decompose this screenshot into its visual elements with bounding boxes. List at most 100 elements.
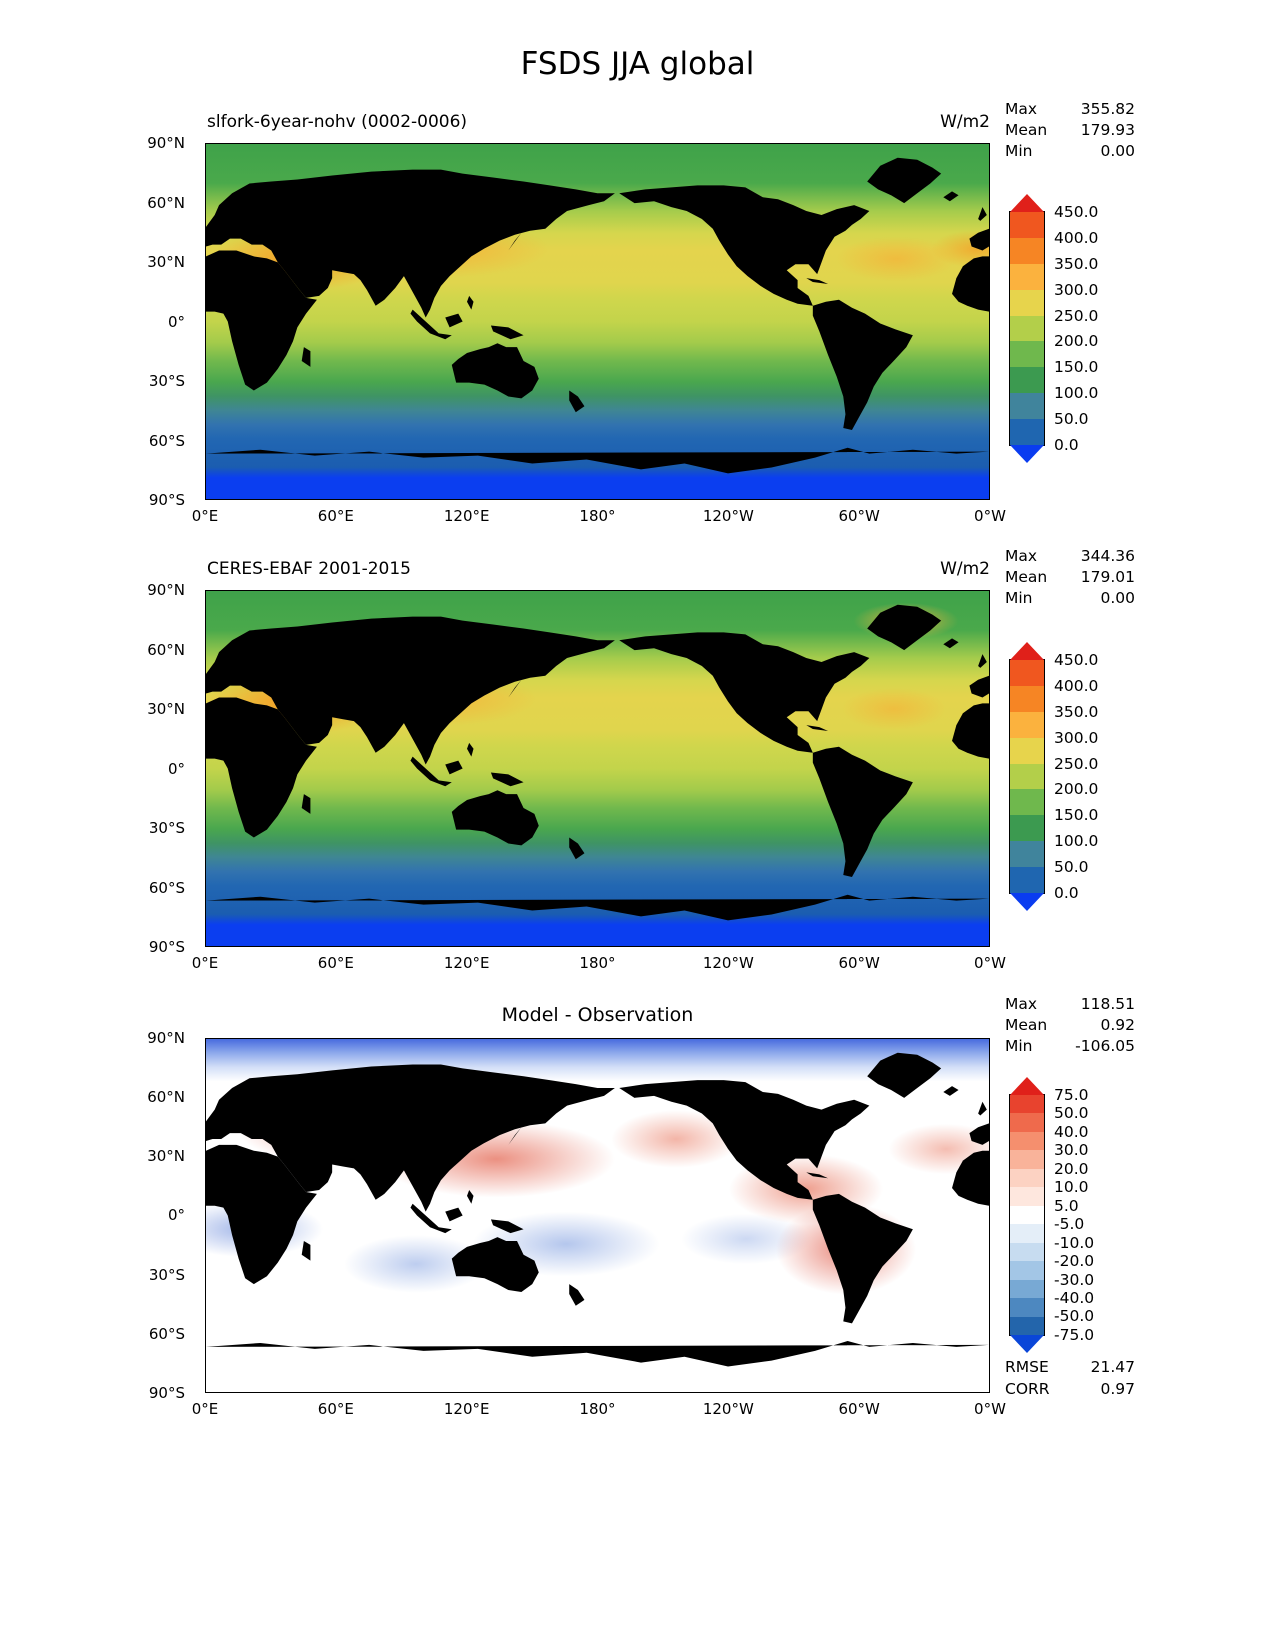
stat-label: Min	[1005, 142, 1033, 160]
colorbar-segment	[1010, 1279, 1044, 1299]
stat-label: Mean	[1005, 568, 1048, 586]
panel-model-title: slfork-6year-nohv (0002-0006)	[207, 112, 468, 132]
colorbar-segment	[1010, 212, 1044, 238]
panel-model-stats: Max 355.82 Mean 179.93 Min 0.00	[1005, 99, 1135, 162]
coastlines	[206, 604, 989, 921]
stat-value: 355.82	[1080, 100, 1135, 118]
panel-model-colorbar-labels: 450.0 400.0 350.0 300.0 250.0 200.0 150.0 100.0…	[1054, 203, 1099, 454]
panel-difference-title: Model - Observation	[501, 1004, 694, 1026]
figure-title: FSDS JJA global	[520, 46, 755, 82]
colorbar-segment	[1010, 660, 1044, 686]
colorbar-segment	[1010, 867, 1044, 894]
colorbar-body	[1009, 211, 1045, 446]
coastlines	[206, 1052, 989, 1367]
stat-value: 118.51	[1080, 995, 1135, 1013]
stat-value: 0.92	[1100, 1016, 1135, 1034]
colorbar-segment	[1010, 1095, 1044, 1114]
stat-label: Min	[1005, 1037, 1033, 1055]
colorbar-arrow-top	[1010, 642, 1044, 660]
stat-row: Min -106.05	[1005, 1036, 1135, 1057]
colorbar-body	[1009, 1094, 1045, 1336]
stat-row: RMSE 21.47	[1005, 1356, 1135, 1378]
panel-difference-colorbar-labels: 75.0 50.0 40.0 30.0 20.0 10.0 5.0 -5.0 -10.0 -20.…	[1054, 1086, 1095, 1344]
stat-value: 0.97	[1100, 1380, 1135, 1398]
colorbar-arrow-bottom	[1010, 893, 1044, 911]
colorbar-arrow-bottom	[1010, 445, 1044, 463]
colorbar-segment	[1010, 1298, 1044, 1317]
stat-value: 0.00	[1100, 589, 1135, 607]
stat-label: Max	[1005, 547, 1038, 565]
panel-observation-colorbar-labels: 450.0 400.0 350.0 300.0 250.0 200.0 150.0 100.0…	[1054, 651, 1099, 902]
stat-row: Mean 179.01	[1005, 567, 1135, 588]
colorbar-segment	[1010, 763, 1044, 790]
panel-observation-colorbar	[1009, 642, 1045, 911]
stat-row: Min 0.00	[1005, 588, 1135, 609]
stat-label: Mean	[1005, 121, 1048, 139]
colorbar-body	[1009, 659, 1045, 894]
stat-label: Max	[1005, 100, 1038, 118]
colorbar-segment	[1010, 1131, 1044, 1151]
colorbar-segment	[1010, 1113, 1044, 1132]
panel-model-y-axis: 90°N 60°N 30°N 0° 30°S 60°S 90°S	[147, 134, 185, 509]
colorbar-segment	[1010, 1187, 1044, 1206]
panel-difference-colorbar	[1009, 1077, 1045, 1353]
stat-row: Min 0.00	[1005, 141, 1135, 162]
colorbar-segment	[1010, 1205, 1044, 1225]
map-model	[205, 143, 990, 500]
colorbar-segment	[1010, 237, 1044, 264]
stat-label: Mean	[1005, 1016, 1048, 1034]
map-difference	[205, 1038, 990, 1393]
colorbar-segment	[1010, 393, 1044, 420]
stat-row: Max 355.82	[1005, 99, 1135, 120]
panel-difference-y-axis: 90°N 60°N 30°N 0° 30°S 60°S 90°S	[147, 1029, 185, 1402]
colorbar-segment	[1010, 263, 1044, 290]
stat-value: 179.01	[1080, 568, 1135, 586]
colorbar-segment	[1010, 367, 1044, 394]
panel-observation-title: CERES-EBAF 2001-2015	[207, 559, 411, 579]
colorbar-segment	[1010, 419, 1044, 446]
stat-row: Max 118.51	[1005, 994, 1135, 1015]
colorbar-segment	[1010, 841, 1044, 868]
colorbar-arrow-bottom	[1010, 1335, 1044, 1353]
colorbar-segment	[1010, 1261, 1044, 1280]
panel-observation-x-axis: 0°E 60°E 120°E 180° 120°W 60°W 0°W	[191, 954, 1006, 972]
colorbar-segment	[1010, 315, 1044, 342]
map-observation	[205, 590, 990, 947]
colorbar-segment	[1010, 737, 1044, 764]
stat-value: 0.00	[1100, 142, 1135, 160]
colorbar-segment	[1010, 711, 1044, 738]
stat-value: 179.93	[1080, 121, 1135, 139]
colorbar-segment	[1010, 815, 1044, 842]
panel-model-colorbar	[1009, 194, 1045, 463]
colorbar-segment	[1010, 289, 1044, 316]
colorbar-arrow-top	[1010, 194, 1044, 212]
colorbar-segment	[1010, 1316, 1044, 1336]
stat-value: 344.36	[1080, 547, 1135, 565]
panel-model-x-axis: 0°E 60°E 120°E 180° 120°W 60°W 0°W	[191, 507, 1006, 525]
stat-row: Max 344.36	[1005, 546, 1135, 567]
stat-value: -106.05	[1075, 1037, 1135, 1055]
colorbar-segment	[1010, 341, 1044, 368]
colorbar-segment	[1010, 1168, 1044, 1188]
stat-row: CORR 0.97	[1005, 1378, 1135, 1400]
panel-observation-y-axis: 90°N 60°N 30°N 0° 30°S 60°S 90°S	[147, 581, 185, 956]
stat-label: Min	[1005, 589, 1033, 607]
panel-difference-x-axis: 0°E 60°E 120°E 180° 120°W 60°W 0°W	[191, 1400, 1006, 1418]
colorbar-segment	[1010, 1150, 1044, 1169]
colorbar-segment	[1010, 789, 1044, 816]
panel-observation-units-label: W/m2	[940, 559, 990, 579]
panel-model-units-label: W/m2	[940, 112, 990, 132]
colorbar-segment	[1010, 1224, 1044, 1243]
colorbar-segment	[1010, 685, 1044, 712]
colorbar-arrow-top	[1010, 1077, 1044, 1095]
stat-row: Mean 0.92	[1005, 1015, 1135, 1036]
stat-label: CORR	[1005, 1380, 1050, 1398]
panel-observation-stats: Max 344.36 Mean 179.01 Min 0.00	[1005, 546, 1135, 609]
stat-label: Max	[1005, 995, 1038, 1013]
panel-difference-extra-stats: RMSE 21.47 CORR 0.97	[1005, 1356, 1135, 1400]
stat-value: 21.47	[1090, 1358, 1135, 1376]
panel-difference-stats: Max 118.51 Mean 0.92 Min -106.05	[1005, 994, 1135, 1057]
stat-row: Mean 179.93	[1005, 120, 1135, 141]
coastlines	[206, 157, 989, 474]
